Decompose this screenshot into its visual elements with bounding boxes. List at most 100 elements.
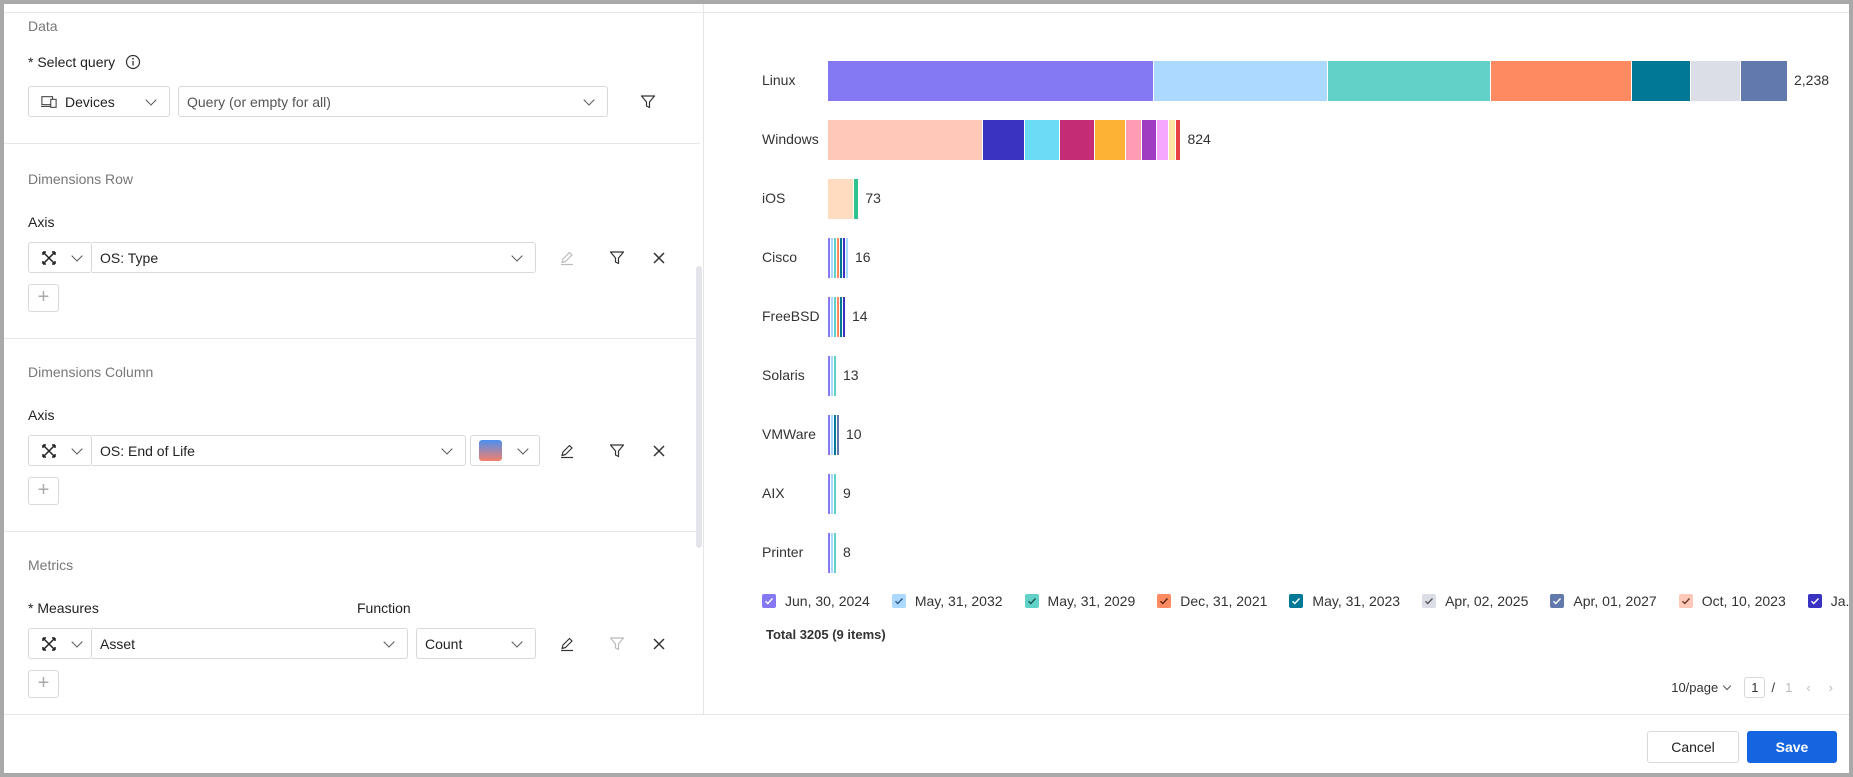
dim-col-field-select[interactable]: OS: End of Life [92, 435, 466, 466]
measure-axis-type-select[interactable] [28, 628, 92, 659]
dim-row-filter-button[interactable] [607, 248, 627, 268]
query-input[interactable]: Query (or empty for all) [178, 86, 608, 117]
checkbox-checked-icon[interactable] [762, 594, 776, 608]
next-page-icon[interactable]: › [1828, 680, 1833, 695]
measure-filter-button[interactable] [607, 634, 627, 654]
bar-vmware[interactable] [828, 415, 840, 455]
page-input[interactable]: 1 [1744, 677, 1766, 698]
bar-segment[interactable] [831, 533, 834, 573]
bar-segment[interactable] [828, 356, 831, 396]
bar-segment[interactable] [834, 238, 837, 278]
bar-segment[interactable] [828, 238, 831, 278]
legend-item[interactable]: May, 31, 2023 [1289, 593, 1400, 609]
bar-segment[interactable] [853, 179, 860, 219]
bar-segment[interactable] [834, 356, 837, 396]
bar-segment[interactable] [828, 61, 1154, 101]
checkbox-checked-icon[interactable] [1678, 594, 1693, 608]
cancel-button[interactable]: Cancel [1647, 731, 1739, 763]
bar-segment[interactable] [828, 297, 831, 337]
bar-segment[interactable] [1025, 120, 1061, 160]
bar-segment[interactable] [828, 533, 831, 573]
bar-segment[interactable] [837, 297, 840, 337]
source-select[interactable]: Devices [28, 86, 170, 117]
legend-item[interactable]: Jun, 30, 2024 [762, 593, 870, 609]
bar-segment[interactable] [846, 238, 849, 278]
function-select[interactable]: Count [416, 628, 536, 659]
legend-item[interactable]: May, 31, 2032 [891, 593, 1003, 609]
bar-cisco[interactable] [828, 238, 849, 278]
bar-segment[interactable] [834, 533, 837, 573]
bar-segment[interactable] [1740, 61, 1788, 101]
bar-segment[interactable] [1060, 120, 1095, 160]
legend-item[interactable]: Oct, 10, 2023 [1678, 593, 1786, 609]
bar-aix[interactable] [828, 474, 837, 514]
measure-add-button[interactable]: + [28, 670, 59, 698]
info-icon[interactable] [125, 54, 141, 73]
dim-row-axis-type-select[interactable] [28, 242, 92, 273]
bar-segment[interactable] [1632, 61, 1692, 101]
dim-row-remove-button[interactable] [649, 248, 669, 268]
measure-field-select[interactable]: Asset [92, 628, 408, 659]
bar-segment[interactable] [831, 297, 834, 337]
legend-item[interactable]: Dec, 31, 2021 [1157, 593, 1267, 609]
dim-row-edit-button[interactable] [557, 248, 577, 268]
bar-segment[interactable] [834, 415, 837, 455]
bar-segment[interactable] [828, 120, 984, 160]
dim-row-field-select[interactable]: OS: Type [92, 242, 536, 273]
bar-segment[interactable] [1691, 61, 1741, 101]
bar-ios[interactable] [828, 179, 860, 219]
measure-remove-button[interactable] [649, 634, 669, 654]
bar-segment[interactable] [831, 474, 834, 514]
checkbox-checked-icon[interactable] [891, 594, 906, 608]
bar-segment[interactable] [834, 297, 837, 337]
checkbox-checked-icon[interactable] [1422, 594, 1437, 608]
bar-linux[interactable] [828, 61, 1788, 101]
checkbox-checked-icon[interactable] [1289, 594, 1304, 608]
bar-segment[interactable] [1141, 120, 1157, 160]
legend-item[interactable]: May, 31, 2029 [1024, 593, 1135, 609]
checkbox-checked-icon[interactable] [1550, 594, 1565, 608]
bar-segment[interactable] [828, 179, 854, 219]
bar-segment[interactable] [1126, 120, 1142, 160]
dim-col-filter-button[interactable] [607, 441, 627, 461]
checkbox-checked-icon[interactable] [1024, 594, 1039, 608]
legend-item[interactable]: Apr, 01, 2027 [1550, 593, 1657, 609]
bar-segment[interactable] [843, 238, 846, 278]
checkbox-checked-icon[interactable] [1157, 594, 1172, 608]
dim-col-add-button[interactable]: + [28, 477, 59, 505]
dim-col-remove-button[interactable] [649, 441, 669, 461]
measure-edit-button[interactable] [557, 634, 577, 654]
bar-segment[interactable] [837, 238, 840, 278]
bar-segment[interactable] [983, 120, 1026, 160]
bar-segment[interactable] [828, 415, 831, 455]
bar-printer[interactable] [828, 533, 837, 573]
bar-segment[interactable] [1490, 61, 1633, 101]
bar-freebsd[interactable] [828, 297, 846, 337]
bar-segment[interactable] [843, 297, 846, 337]
bar-segment[interactable] [837, 415, 840, 455]
query-filter-button[interactable] [638, 92, 658, 112]
bar-segment[interactable] [1327, 61, 1491, 101]
checkbox-checked-icon[interactable] [1807, 594, 1822, 608]
config-scrollbar[interactable] [696, 266, 702, 548]
color-palette-select[interactable] [470, 435, 540, 466]
dim-col-axis-type-select[interactable] [28, 435, 92, 466]
bar-segment[interactable] [1168, 120, 1177, 160]
bar-segment[interactable] [831, 356, 834, 396]
bar-segment[interactable] [831, 415, 834, 455]
bar-segment[interactable] [1154, 61, 1328, 101]
page-size-select[interactable]: 10/page [1671, 680, 1732, 695]
dim-col-edit-button[interactable] [557, 441, 577, 461]
bar-segment[interactable] [840, 297, 843, 337]
bar-segment[interactable] [1094, 120, 1127, 160]
bar-segment[interactable] [834, 474, 837, 514]
bar-segment[interactable] [831, 238, 834, 278]
bar-segment[interactable] [828, 474, 831, 514]
bar-segment[interactable] [1176, 120, 1182, 160]
legend-item[interactable]: Apr, 02, 2025 [1422, 593, 1528, 609]
bar-segment[interactable] [1156, 120, 1169, 160]
save-button[interactable]: Save [1747, 731, 1837, 763]
bar-solaris[interactable] [828, 356, 837, 396]
prev-page-icon[interactable]: ‹ [1806, 680, 1811, 695]
dim-row-add-button[interactable]: + [28, 284, 59, 312]
